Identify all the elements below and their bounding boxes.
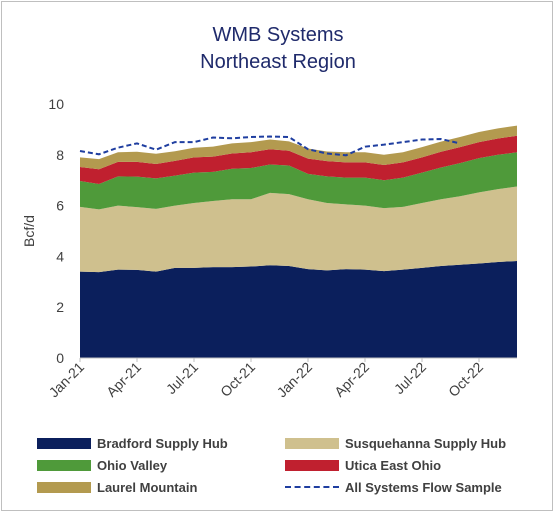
legend-label: Bradford Supply Hub: [97, 435, 228, 451]
legend-label: Utica East Ohio: [345, 457, 442, 473]
legend-swatch: [37, 459, 91, 471]
legend-label: Laurel Mountain: [97, 479, 198, 495]
x-tick-label: Apr-21: [103, 359, 144, 400]
title-line-2: Northeast Region: [200, 51, 356, 73]
y-tick-label: 10: [48, 96, 64, 112]
legend-item-utica-east-ohio: Utica East Ohio: [285, 455, 441, 475]
legend-item-susquehanna-supply-hub: Susquehanna Supply Hub: [285, 433, 506, 453]
chart-title: WMB Systems Northeast Region: [0, 22, 556, 76]
legend-swatch: [37, 437, 91, 449]
flow-sample-line-group: [79, 135, 461, 157]
area-laurel-mountain: [80, 125, 517, 170]
y-tick-label: 4: [56, 248, 64, 264]
stacked-areas: [80, 125, 517, 358]
legend-item-all-systems-flow-sample: All Systems Flow Sample: [285, 477, 502, 497]
line-all-systems-flow-sample: [79, 135, 461, 157]
x-tick-label: Oct-21: [217, 359, 258, 400]
legend-label: All Systems Flow Sample: [345, 479, 502, 495]
area-ohio-valley: [80, 152, 517, 210]
y-tick-label: 2: [56, 299, 64, 315]
x-tick-label: Apr-22: [331, 359, 372, 400]
y-tick-label: 0: [56, 350, 64, 366]
legend-swatch: [285, 486, 339, 488]
chart-plot: 0 2 4 6 8 10 Jan-21 Apr-21 Jul-21 Oct-21 Jan-22 Ap…: [21, 96, 517, 401]
legend-swatch: [37, 481, 91, 493]
y-tick-label: 6: [56, 198, 64, 214]
x-tick-label: Jul-21: [163, 359, 201, 397]
area-utica-east-ohio: [80, 135, 517, 185]
title-line-1: WMB Systems: [212, 24, 344, 46]
y-axis-label: Bcf/d: [21, 215, 37, 247]
x-tick-label: Jan-22: [274, 359, 316, 401]
x-tick-label: Jul-22: [391, 359, 429, 397]
x-tick-label: Oct-22: [445, 359, 486, 400]
legend-label: Ohio Valley: [97, 457, 168, 473]
area-bradford-supply-hub: [80, 260, 517, 358]
legend-swatch: [285, 437, 339, 449]
y-tick-labels: 0 2 4 6 8 10: [48, 96, 64, 366]
legend-label: Susquehanna Supply Hub: [345, 435, 507, 451]
area-susquehanna-supply-hub: [80, 186, 517, 273]
legend-item-bradford-supply-hub: Bradford Supply Hub: [37, 433, 228, 453]
x-tick-labels: Jan-21 Apr-21 Jul-21 Oct-21 Jan-22 Apr-22 Jul-…: [46, 358, 486, 401]
legend-item-laurel-mountain: Laurel Mountain: [37, 477, 197, 497]
x-tick-label: Jan-21: [46, 359, 88, 401]
legend-swatch: [285, 459, 339, 471]
y-tick-label: 8: [56, 147, 64, 163]
legend-item-ohio-valley: Ohio Valley: [37, 455, 167, 475]
